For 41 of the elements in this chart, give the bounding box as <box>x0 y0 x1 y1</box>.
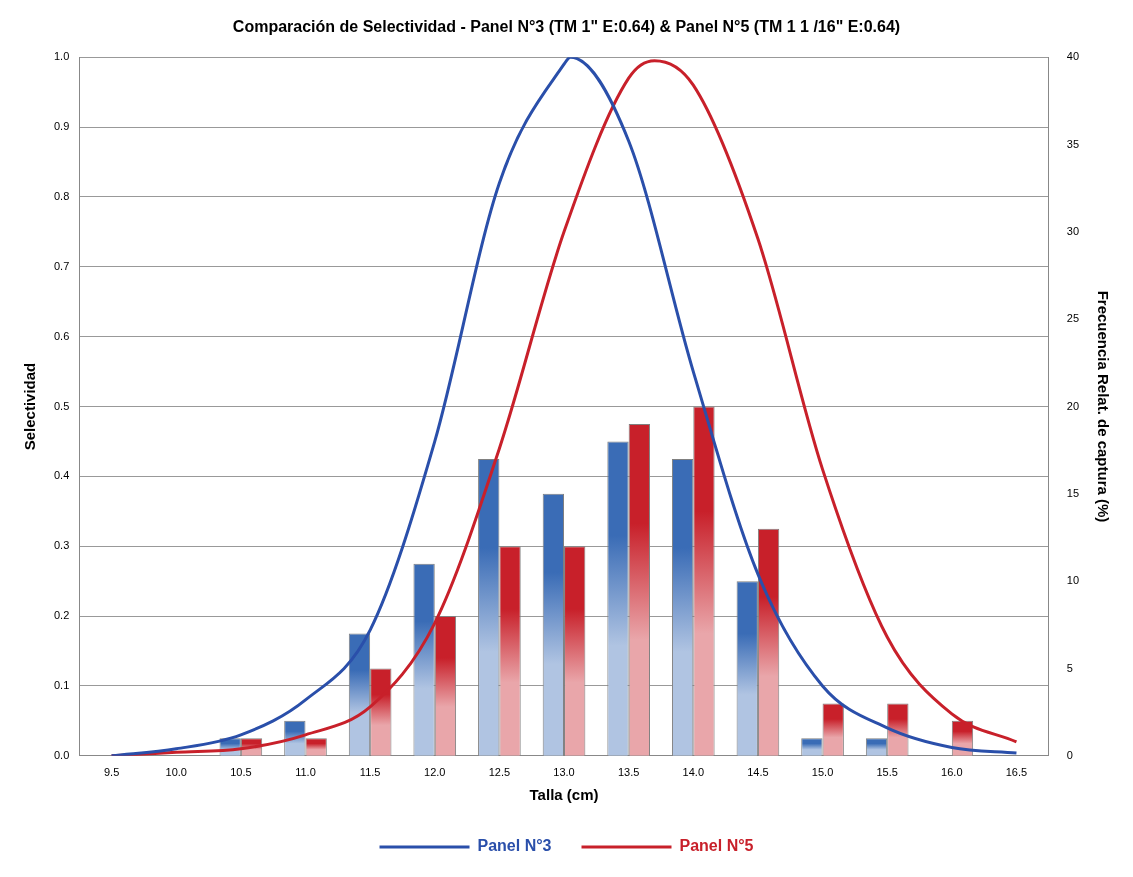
y-tick-label: 0.5 <box>53 399 70 412</box>
y-tick-label: 0.7 <box>53 259 70 272</box>
text: Panel N°5 <box>679 837 754 855</box>
x-tick-label: 12.0 <box>424 766 446 779</box>
x-tick-label: 11.0 <box>295 766 316 779</box>
y-tick-label: 0.3 <box>53 539 70 552</box>
y2-tick-label: 30 <box>1066 224 1080 237</box>
x-tick-label: 13.5 <box>617 766 640 779</box>
x-tick-label: 11.5 <box>359 766 381 779</box>
x-tick-label: 16.0 <box>941 766 963 779</box>
text: Panel N°3 <box>477 837 552 855</box>
y-tick-label: 0.1 <box>53 678 70 691</box>
y2-tick-label: 25 <box>1066 312 1080 325</box>
x-tick-label: 12.5 <box>488 766 511 779</box>
x-tick-label: 15.0 <box>811 766 834 779</box>
y2-tick-label: 5 <box>1066 661 1073 674</box>
y-tick-label: 0.4 <box>53 469 70 482</box>
y2-tick-label: 35 <box>1066 137 1080 150</box>
y2-tick-label: 20 <box>1066 399 1080 412</box>
x-tick-label: 14.0 <box>682 766 704 779</box>
x-tick-label: 10.0 <box>165 766 187 779</box>
x-tick-label: 16.5 <box>1005 766 1028 779</box>
y-tick-label: 0.8 <box>53 189 70 202</box>
x-tick-label: 14.5 <box>747 766 769 779</box>
x-tick-label: 9.5 <box>103 766 120 779</box>
y2-axis-title: Frecuencia Relat. de captura (%) <box>1094 290 1112 523</box>
x-tick-label: 15.5 <box>876 766 898 779</box>
x-axis-title: Talla (cm) <box>529 786 599 804</box>
y-tick-label: 0.6 <box>53 329 70 342</box>
y2-tick-label: 15 <box>1066 486 1080 499</box>
y-axis-title: Selectividad <box>21 362 39 451</box>
x-tick-label: 13.0 <box>553 766 575 779</box>
y-tick-label: 0.2 <box>53 609 70 622</box>
y-tick-label: 1.0 <box>53 50 70 63</box>
y2-tick-label: 0 <box>1066 748 1073 761</box>
y2-tick-label: 40 <box>1066 50 1080 63</box>
chart-title: Comparación de Selectividad - Panel N°3 (TM 1" E:0.64) & Panel N°5 (TM 1 1 /16" E:0.64) <box>232 18 901 36</box>
x-tick-label: 10.5 <box>230 766 252 779</box>
y2-tick-label: 10 <box>1066 574 1080 587</box>
y-tick-label: 0.9 <box>53 120 70 133</box>
y-tick-label: 0.0 <box>53 748 70 761</box>
